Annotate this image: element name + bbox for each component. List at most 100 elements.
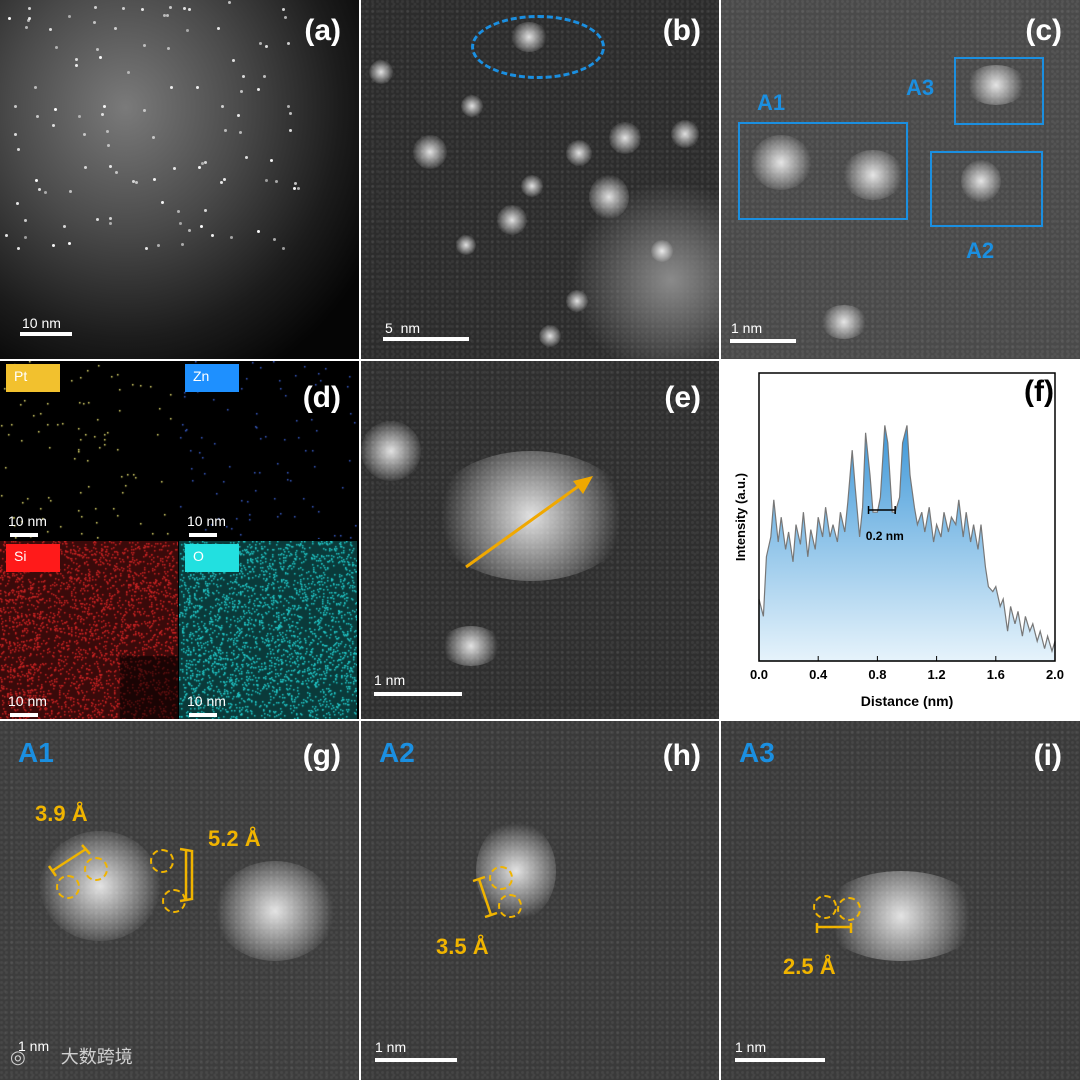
intensity-area <box>758 425 1056 662</box>
nanoparticle <box>275 180 279 184</box>
cluster <box>566 290 588 312</box>
nanoparticle <box>105 129 109 133</box>
nanoparticle <box>197 166 201 170</box>
nanoparticle <box>183 7 186 11</box>
x-tick-label: 1.2 <box>928 667 946 682</box>
nanoparticle <box>17 246 21 250</box>
region-box-a3 <box>954 57 1044 125</box>
nanoparticle <box>74 64 78 68</box>
nanoparticle <box>28 17 32 21</box>
x-tick-label: 0.0 <box>750 667 768 682</box>
peak-spacing-arrow <box>867 506 896 514</box>
nanoparticle <box>287 104 291 108</box>
nanoparticle <box>179 221 183 225</box>
nanoparticle <box>33 86 37 90</box>
region-label-a3: A3 <box>906 75 935 100</box>
scale-bar <box>10 713 38 717</box>
nanoparticle <box>28 7 32 11</box>
region-label-a2: A2 <box>966 238 995 263</box>
region-box-a1 <box>738 122 908 220</box>
nanoparticle <box>43 190 47 194</box>
nanoparticle <box>273 238 277 242</box>
x-tick-label: 0.4 <box>809 667 828 682</box>
x-tick-label: 0.8 <box>868 667 886 682</box>
atom-marker <box>150 849 174 873</box>
nanoparticle <box>134 181 138 185</box>
nanoparticle <box>26 19 30 23</box>
watermark: ◎ 大数跨境 <box>10 1043 133 1069</box>
nanoparticle <box>35 178 39 182</box>
nanoparticle <box>5 233 9 237</box>
element-tag: Si <box>6 544 60 572</box>
nanoparticle <box>281 7 285 11</box>
nanoparticle <box>126 71 130 75</box>
scale-bar <box>730 339 796 343</box>
nanoparticle <box>143 109 147 113</box>
cluster <box>961 160 1001 202</box>
scale-bar <box>375 1058 457 1062</box>
cluster <box>413 135 447 169</box>
panel-letter: (f) <box>1024 375 1054 408</box>
scale-bar <box>383 337 469 341</box>
nanoparticle <box>35 115 39 119</box>
distance-label: 3.5 Å <box>436 934 489 959</box>
panel-letter: (d) <box>302 381 341 414</box>
nanoparticle <box>284 16 288 20</box>
nanoparticle <box>83 165 87 169</box>
nanoparticle <box>163 13 167 17</box>
nanoparticle <box>203 208 207 212</box>
nanoparticle <box>102 104 106 108</box>
nanoparticle <box>51 243 55 247</box>
nanoparticle <box>108 222 112 226</box>
region-label-a1: A1 <box>757 90 786 115</box>
eds-map-si: Si 10 nm <box>0 541 178 719</box>
nanoparticle <box>217 26 221 30</box>
nanoparticle <box>222 177 226 181</box>
nanoparticle <box>240 90 244 94</box>
scale-label: 1 nm <box>375 1039 407 1055</box>
nanoparticle <box>236 113 240 117</box>
nanoparticle <box>54 108 58 112</box>
plot-frame <box>758 372 1056 662</box>
panel-letter: (h) <box>662 739 701 772</box>
distance-label: 2.5 Å <box>783 954 836 979</box>
cluster <box>497 205 527 235</box>
nanoparticle <box>293 182 297 186</box>
scale-bar <box>189 533 217 537</box>
atom-marker <box>84 857 108 881</box>
cluster <box>215 861 335 961</box>
nanoparticle <box>75 58 79 61</box>
cluster <box>671 120 699 148</box>
nanoparticle <box>151 136 155 140</box>
nanoparticle <box>172 166 176 170</box>
nanoparticle-field <box>0 0 359 359</box>
scale-label: 10 nm <box>187 693 226 709</box>
region-label: A1 <box>18 737 54 768</box>
nanoparticle <box>157 243 161 247</box>
nanoparticle <box>152 178 156 182</box>
scale-bar <box>10 533 38 537</box>
highlight-ellipse <box>471 15 605 79</box>
x-tick-label: 1.6 <box>987 667 1005 682</box>
nanoparticle <box>288 111 292 115</box>
nanoparticle <box>270 158 274 162</box>
panel-b: (b) 5 nm <box>361 0 719 359</box>
nanoparticle <box>256 229 260 233</box>
cluster <box>609 122 641 154</box>
nanoparticle <box>23 219 27 223</box>
distance-bracket <box>815 923 853 933</box>
nanoparticle <box>211 234 215 238</box>
nanoparticle <box>224 128 228 132</box>
nanoparticle <box>96 47 100 51</box>
cluster <box>966 65 1026 105</box>
scale-bar <box>189 713 217 717</box>
line-profile-arrow <box>465 476 593 569</box>
nanoparticle <box>113 27 117 31</box>
nanoparticle <box>288 129 292 133</box>
nanoparticle <box>17 148 21 152</box>
nanoparticle <box>297 186 301 190</box>
cluster <box>431 451 631 581</box>
panel-d: Pt 10 nm Zn 10 nm Si 10 nm O 10 nm (d) <box>0 361 359 719</box>
panel-a: (a) 10 nm <box>0 0 359 359</box>
nanoparticle <box>196 85 200 89</box>
